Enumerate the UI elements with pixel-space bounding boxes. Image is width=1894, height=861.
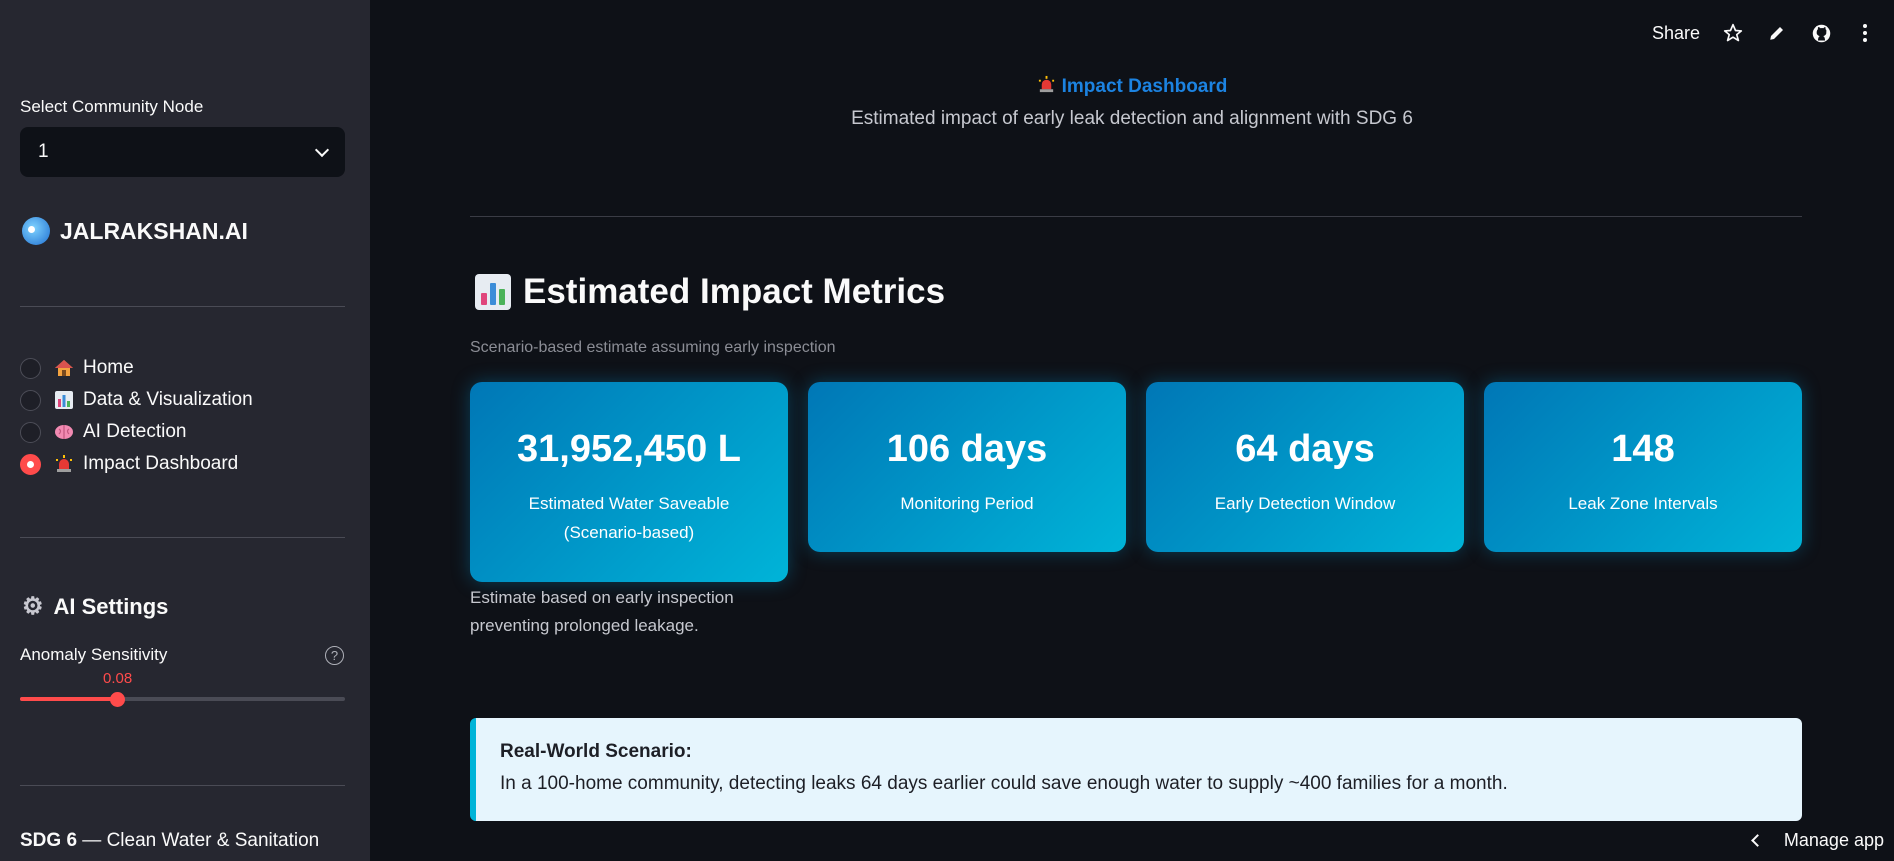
sdg-bold: SDG 6 (20, 830, 78, 851)
community-node-select[interactable]: 1 (20, 127, 345, 177)
metric-value: 106 days (886, 428, 1048, 470)
radio-button[interactable] (20, 389, 41, 411)
page-title: Impact Dashboard (370, 75, 1894, 100)
slider-track[interactable] (20, 697, 345, 701)
nav-item-impact-dashboard[interactable]: Impact Dashboard (20, 448, 253, 480)
house-icon (54, 358, 74, 378)
nav-item-data-visualization[interactable]: Data & Visualization (20, 384, 253, 416)
metric-value: 148 (1611, 428, 1675, 470)
metric-label: Estimated Water Saveable (Scenario-based… (528, 494, 730, 542)
select-community-label: Select Community Node (20, 97, 204, 116)
siren-icon (1037, 75, 1056, 100)
metric-card-early-detection: 64 days Early Detection Window (1146, 382, 1464, 552)
wave-icon (22, 217, 50, 245)
radio-button[interactable] (20, 357, 41, 379)
ai-settings-heading: ⚙ AI Settings (22, 592, 168, 621)
nav-label: AI Detection (83, 421, 187, 442)
metric-card-monitoring-period: 106 days Monitoring Period (808, 382, 1126, 552)
radio-button[interactable] (20, 421, 41, 443)
more-vertical-icon[interactable] (1854, 22, 1876, 44)
slider-fill (20, 697, 118, 701)
metric-note: Estimate based on early inspection preve… (470, 588, 734, 635)
nav-radio-group: Home Data & Visualization AI Detection I… (20, 352, 253, 480)
nav-label: Data & Visualization (83, 389, 253, 410)
slider-value: 0.08 (103, 670, 133, 687)
chevron-down-icon (314, 142, 330, 157)
nav-label: Impact Dashboard (83, 453, 239, 474)
github-icon[interactable] (1810, 22, 1832, 44)
sidebar: Select Community Node 1 JALRAKSHAN.AI Ho… (0, 0, 370, 861)
metric-card-water-saveable: 31,952,450 L Estimated Water Saveable (S… (470, 382, 788, 582)
gear-icon: ⚙ (22, 593, 44, 620)
brain-icon (54, 422, 74, 442)
anomaly-sensitivity-label: Anomaly Sensitivity (20, 645, 168, 664)
metric-value: 64 days (1235, 428, 1375, 470)
divider (470, 216, 1802, 217)
community-node-value: 1 (38, 141, 49, 162)
nav-label: Home (83, 357, 134, 378)
nav-item-ai-detection[interactable]: AI Detection (20, 416, 253, 448)
metric-card-leak-zones: 148 Leak Zone Intervals (1484, 382, 1802, 552)
bar-chart-icon (475, 274, 511, 310)
slider-thumb[interactable] (110, 692, 125, 707)
bar-chart-icon (54, 390, 74, 410)
star-icon[interactable] (1722, 22, 1744, 44)
share-button[interactable]: Share (1651, 22, 1700, 43)
scenario-title: Real-World Scenario: (500, 741, 692, 762)
edit-pencil-icon[interactable] (1766, 22, 1788, 44)
help-icon[interactable]: ? (325, 646, 344, 665)
page-subtitle: Estimated impact of early leak detection… (851, 108, 1413, 129)
metric-label: Early Detection Window (1214, 494, 1396, 513)
metric-label: Leak Zone Intervals (1568, 494, 1718, 513)
divider (20, 537, 345, 538)
manage-app-label: Manage app (1783, 830, 1884, 850)
brand: JALRAKSHAN.AI (22, 217, 248, 245)
divider (20, 785, 345, 786)
metrics-heading: Estimated Impact Metrics (475, 272, 945, 312)
metric-cards: 31,952,450 L Estimated Water Saveable (S… (470, 382, 1802, 582)
page-title-text: Impact Dashboard (1061, 76, 1228, 97)
sdg-rest: — Clean Water & Sanitation (77, 830, 320, 851)
metric-value: 31,952,450 L (517, 428, 741, 470)
nav-item-home[interactable]: Home (20, 352, 253, 384)
ai-settings-title: AI Settings (53, 593, 169, 619)
scenario-callout: Real-World Scenario: In a 100-home commu… (470, 718, 1802, 821)
manage-app-button[interactable]: Manage app (1751, 830, 1884, 851)
scenario-text: In a 100-home community, detecting leaks… (500, 773, 1508, 794)
radio-button-selected[interactable] (20, 453, 41, 475)
top-toolbar: Share (1652, 22, 1876, 44)
metrics-caption: Scenario-based estimate assuming early i… (470, 339, 836, 356)
metrics-title: Estimated Impact Metrics (523, 272, 946, 311)
divider (20, 306, 345, 307)
metric-label: Monitoring Period (900, 494, 1034, 513)
siren-icon (54, 454, 74, 474)
brand-name: JALRAKSHAN.AI (60, 217, 248, 244)
sdg-footer: SDG 6 — Clean Water & Sanitation (20, 830, 319, 852)
chevron-left-icon (1751, 834, 1764, 847)
